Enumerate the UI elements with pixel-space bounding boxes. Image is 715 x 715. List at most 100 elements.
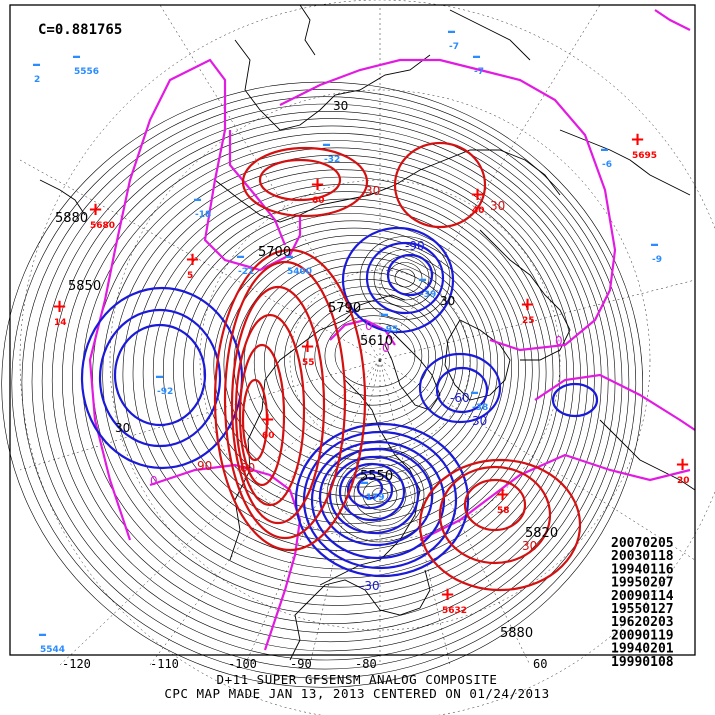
anomaly-label: -30 xyxy=(360,579,380,593)
analog-date: 20090119 xyxy=(611,628,674,643)
anomaly-label: -90 xyxy=(405,239,425,253)
anomaly-label: 30 xyxy=(522,539,537,553)
low-symbol: – xyxy=(38,624,47,645)
analog-date: 19990108 xyxy=(611,655,674,670)
low-value: 5544 xyxy=(40,645,65,655)
high-symbol: + xyxy=(310,174,325,195)
height-contour-label: 5880 xyxy=(55,211,88,226)
height-contour xyxy=(21,96,630,670)
low-symbol: – xyxy=(32,54,41,75)
high-value: 60 xyxy=(262,431,275,441)
low-value: 2 xyxy=(34,75,40,85)
height-contour xyxy=(132,176,554,570)
height-contour-label: 5820 xyxy=(525,526,558,541)
height-contour xyxy=(41,111,616,652)
height-contour-label: 5610 xyxy=(360,334,393,349)
longitude-label: -80 xyxy=(355,657,377,671)
map-frame xyxy=(9,4,696,656)
low-symbol: – xyxy=(193,189,202,210)
high-symbol: + xyxy=(630,129,645,150)
low-value: -179 xyxy=(362,493,385,503)
longitude-label: -110 xyxy=(150,657,179,671)
high-value: 5695 xyxy=(632,151,657,161)
analog-date: 19940201 xyxy=(611,642,674,657)
height-contour-label: 5790 xyxy=(328,301,361,316)
graticule xyxy=(19,0,715,715)
height-contour xyxy=(31,103,623,661)
low-value: -7 xyxy=(474,67,484,77)
height-contour xyxy=(213,235,499,497)
height-contour-label: 5850 xyxy=(68,279,101,294)
height-contour xyxy=(304,300,437,415)
high-value: 55 xyxy=(302,358,315,368)
low-value: -92 xyxy=(157,387,173,397)
low-value: -18 xyxy=(195,210,211,220)
height-contour-label: 5550 xyxy=(360,469,393,484)
high-symbol: + xyxy=(675,454,690,475)
anomaly-label: -60 xyxy=(450,391,470,405)
high-symbol: + xyxy=(300,336,315,357)
low-symbol: – xyxy=(447,21,456,42)
low-value: -95 xyxy=(382,325,398,335)
analog-date: 19950207 xyxy=(611,576,674,591)
high-symbol: + xyxy=(495,484,510,505)
height-contour xyxy=(61,125,602,633)
height-contour xyxy=(335,455,425,535)
low-value: -9 xyxy=(652,255,662,265)
height-contour xyxy=(162,198,533,542)
low-markers: –2–5556–-7 –-7–-32–-18–-21–5400 –-39–-95–-… xyxy=(32,21,662,655)
high-symbol: + xyxy=(185,249,200,270)
height-contour xyxy=(394,268,416,288)
low-value: -21 xyxy=(238,267,254,277)
height-contour xyxy=(324,315,423,397)
low-value: -6 xyxy=(602,160,612,170)
high-symbol: + xyxy=(520,294,535,315)
correlation-label: C=0.881765 xyxy=(38,22,122,38)
anomaly-label: 0 xyxy=(365,319,373,333)
low-symbol: – xyxy=(155,366,164,387)
anomaly-label: 30 xyxy=(333,99,348,113)
footer-line-2: CPC MAP MADE JAN 13, 2013 CENTERED ON 01… xyxy=(164,686,549,701)
longitude-label: -100 xyxy=(228,657,257,671)
high-markers: +5+5680+14+55+60 +40+60+5632+58+5695+25+2… xyxy=(52,129,690,616)
longitude-labels: -120 -110 -100 -90 -80 60 xyxy=(62,657,547,671)
height-contour xyxy=(183,213,519,524)
height-contour xyxy=(274,278,457,442)
low-symbol: – xyxy=(72,46,81,67)
analog-date: 19550127 xyxy=(611,602,674,617)
low-symbol: – xyxy=(380,304,389,325)
height-contour xyxy=(92,147,581,606)
analog-date: 20090114 xyxy=(611,589,674,604)
height-contour xyxy=(294,293,443,424)
low-value: -7 xyxy=(449,42,459,52)
low-symbol: – xyxy=(360,472,369,493)
low-value: -38 xyxy=(472,403,488,413)
footer-line-1: D+11 SUPER GFSENSM ANALOG COMPOSITE xyxy=(217,672,498,687)
anomaly-label: 0 xyxy=(382,341,390,355)
anomaly-label: 30 xyxy=(115,421,130,435)
high-symbol: + xyxy=(88,199,103,220)
anomaly-labels: 30 30 0 30 0 90 60 30 30 0 -90 -60 0 -30 30 30 xyxy=(115,99,563,593)
height-contour xyxy=(11,89,637,679)
height-contour xyxy=(112,162,568,588)
height-contour xyxy=(314,308,430,406)
low-symbol: – xyxy=(470,382,479,403)
high-value: 25 xyxy=(522,316,535,326)
anomaly-contours xyxy=(80,9,696,651)
low-symbol: – xyxy=(322,134,331,155)
analog-date-list: 2007020520030118199401161995020720090114… xyxy=(611,536,674,670)
high-value: 60 xyxy=(312,196,325,206)
analog-date: 20070205 xyxy=(611,536,674,551)
low-symbol: – xyxy=(650,234,659,255)
analog-date: 20030118 xyxy=(611,549,674,564)
longitude-label: 60 xyxy=(533,657,547,671)
analog-date: 19940116 xyxy=(611,562,674,577)
high-symbol: + xyxy=(52,296,67,317)
high-value: 5632 xyxy=(442,606,467,616)
anomaly-label: 0 xyxy=(555,334,563,348)
height-contour xyxy=(72,132,595,624)
low-symbol: – xyxy=(236,246,245,267)
high-value: 58 xyxy=(497,506,510,516)
height-contour xyxy=(371,487,389,503)
